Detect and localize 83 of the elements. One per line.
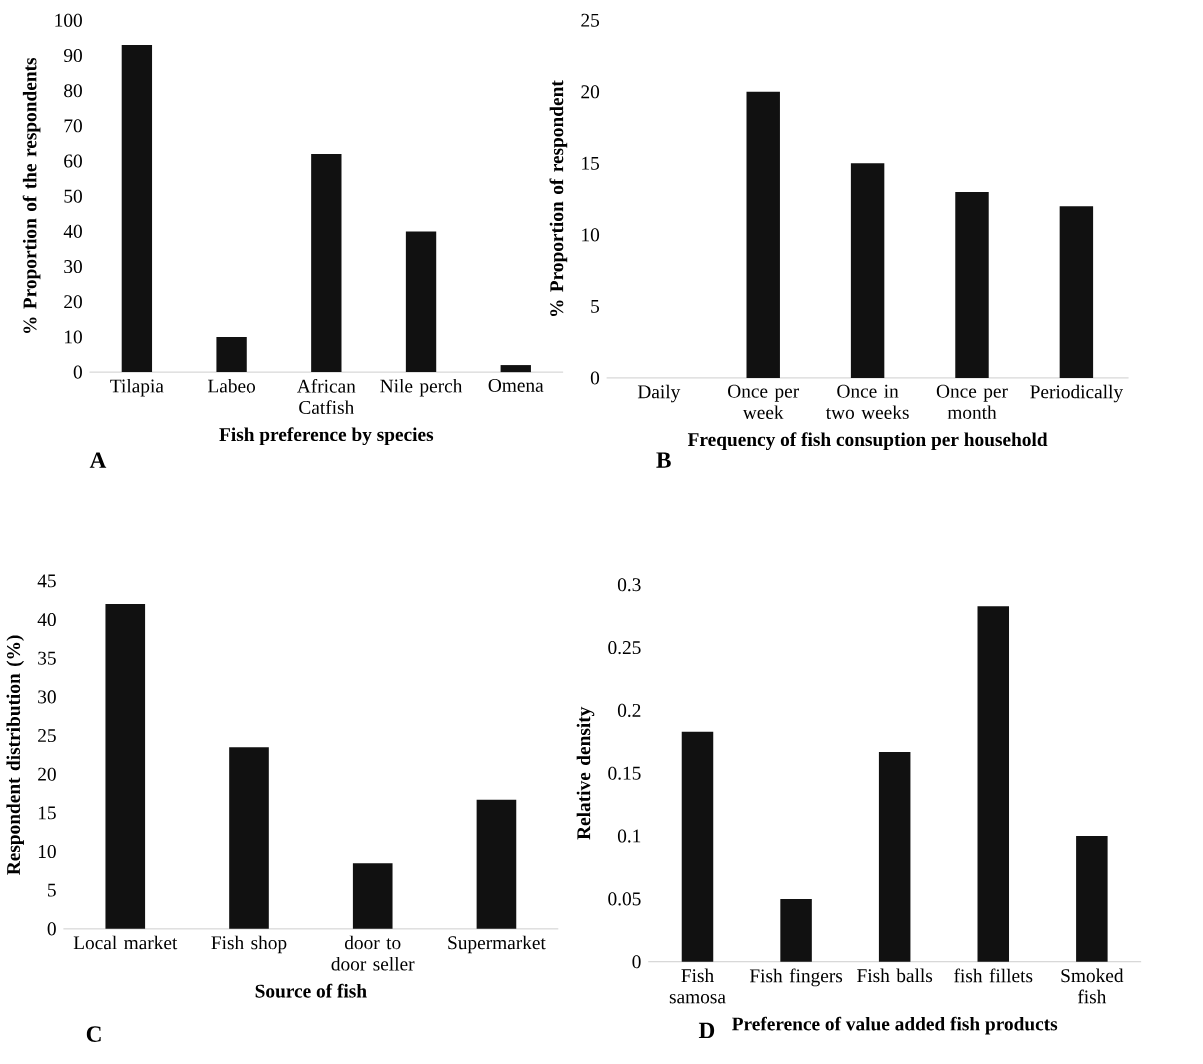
bar: [955, 191, 989, 378]
x-axis-title: Preference of value added fish products: [732, 1016, 1058, 1035]
x-tick-label: Fish shop: [211, 935, 287, 954]
bar: [878, 751, 911, 962]
y-tick-label: 10: [65, 330, 82, 344]
x-tick-label: door to door seller: [331, 935, 415, 971]
x-tick-label: Fish balls: [857, 968, 933, 983]
text: B: [656, 452, 671, 468]
y-tick-label: 10: [38, 844, 56, 858]
x-tick-label: fish fillets: [954, 968, 1033, 983]
y-tick-label: 20: [581, 85, 600, 99]
y-tick-label: 0.25: [608, 640, 641, 655]
y-tick-label: 30: [64, 259, 82, 273]
bar: [476, 799, 517, 929]
bar: [229, 747, 269, 929]
y-tick-label: 5: [48, 883, 56, 897]
y-tick-label: 25: [581, 13, 600, 27]
bar: [105, 604, 146, 929]
x-axis-title: Fish preference by species: [219, 427, 434, 445]
y-tick-label: 80: [64, 84, 82, 98]
y-tick-label: 0.2: [617, 703, 641, 717]
y-tick-label: 40: [63, 224, 82, 238]
y-tick-label: 25: [38, 728, 56, 742]
x-tick-label: Once in two weeks: [825, 384, 909, 419]
y-tick-label: 45: [37, 574, 56, 588]
y-tick-label: 0.05: [608, 892, 641, 906]
x-tick-label: Omena: [488, 378, 544, 392]
text: A: [89, 452, 107, 468]
y-tick-label: 10: [582, 228, 600, 242]
x-tick-label: Daily: [637, 384, 681, 403]
x-tick-label: Smoked fish: [1061, 968, 1124, 1004]
bar: [352, 863, 393, 929]
y-tick-label: 15: [38, 806, 56, 820]
y-tick-label: 0: [47, 922, 56, 936]
y-tick-label: 0.15: [608, 766, 641, 780]
x-tick-label: Once per month: [936, 384, 1008, 419]
x-tick-label: Periodically: [1030, 384, 1124, 403]
bar: [311, 153, 342, 373]
y-tick-label: 0: [73, 365, 82, 379]
x-tick-label: Labeo: [207, 378, 256, 393]
y-tick-label: 0: [632, 955, 641, 969]
x-tick-label: Fish fingers: [749, 968, 843, 987]
x-axis-title: Source of fish: [255, 983, 367, 998]
text: C: [86, 1026, 101, 1042]
x-tick-label: African Catfish: [296, 378, 356, 414]
y-tick-label: 5: [591, 299, 600, 313]
y-tick-label: 30: [38, 690, 56, 704]
y-tick-label: 70: [64, 119, 82, 133]
y-axis-title: Relative density: [576, 706, 595, 840]
bar: [1076, 835, 1108, 962]
y-tick-label: 0.1: [617, 829, 641, 843]
x-tick-label: Supermarket: [448, 935, 546, 954]
bar: [500, 364, 531, 373]
bar: [405, 231, 437, 373]
text: D: [698, 1022, 715, 1038]
y-tick-label: 60: [64, 154, 82, 168]
y-axis-title: Respondent distribution (%): [6, 635, 24, 875]
y-tick-label: 20: [64, 295, 82, 309]
bar: [1059, 206, 1094, 378]
bar: [216, 336, 247, 373]
x-tick-label: Fish samosa: [669, 968, 726, 1004]
bar: [977, 606, 1010, 962]
bar: [850, 163, 885, 378]
x-axis-title: Frequency of fish consuption per household: [687, 432, 1048, 450]
y-tick-label: 0: [590, 371, 600, 385]
y-tick-label: 35: [38, 651, 56, 665]
y-tick-label: 15: [582, 156, 600, 170]
y-axis-title: % Proportion of respondent: [549, 80, 568, 316]
y-tick-label: 20: [38, 767, 56, 781]
bar: [121, 44, 153, 373]
bar: [780, 898, 812, 962]
y-tick-label: 50: [64, 189, 82, 203]
y-axis-title: % Proportion of the respondents: [22, 57, 41, 333]
y-tick-label: 100: [55, 13, 82, 27]
x-tick-label: Local market: [73, 935, 178, 950]
bar: [746, 91, 780, 378]
y-tick-label: 40: [37, 612, 56, 626]
x-tick-label: Once per week: [728, 384, 800, 419]
y-tick-label: 90: [63, 48, 82, 62]
x-tick-label: Nile perch: [380, 378, 463, 397]
y-tick-label: 0.3: [617, 578, 641, 592]
x-tick-label: Tilapia: [110, 378, 164, 397]
bar: [681, 731, 714, 962]
